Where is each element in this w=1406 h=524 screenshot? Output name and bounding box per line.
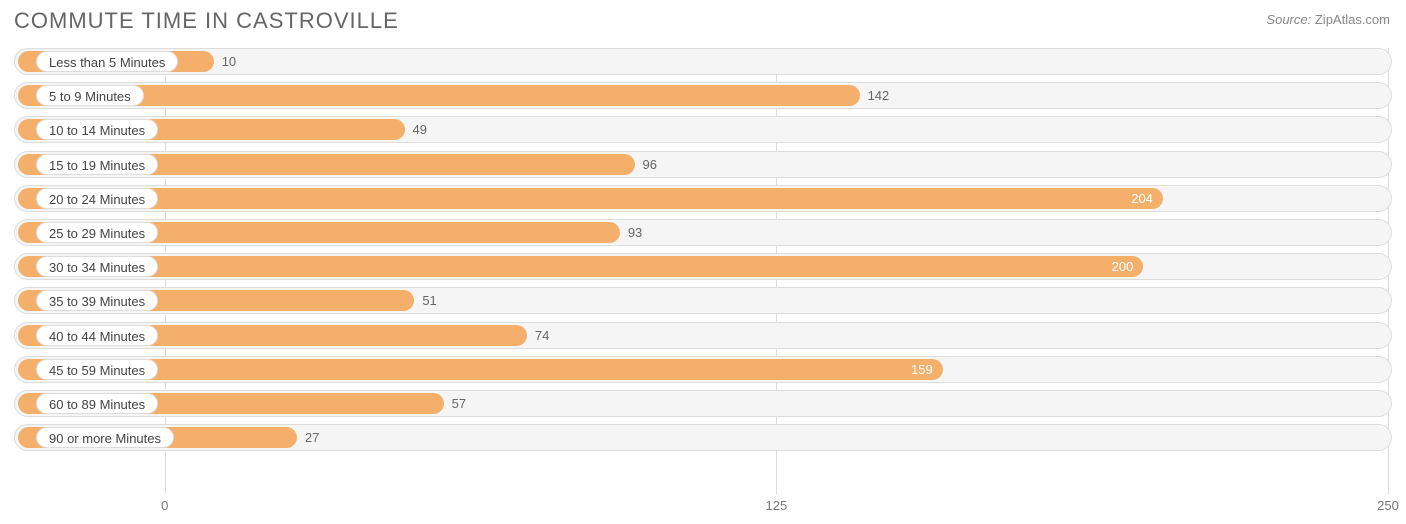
value-label: 49: [413, 116, 427, 143]
category-label: 60 to 89 Minutes: [36, 393, 158, 414]
value-label: 51: [422, 287, 436, 314]
source-label: Source:: [1266, 12, 1311, 27]
bar-row: 60 to 89 Minutes 57: [14, 390, 1392, 417]
value-label: 57: [452, 390, 466, 417]
category-label: 90 or more Minutes: [36, 427, 174, 448]
bar-row: 5 to 9 Minutes 142: [14, 82, 1392, 109]
category-label: 35 to 39 Minutes: [36, 290, 158, 311]
axis-tick: 125: [766, 498, 788, 513]
value-label: 10: [222, 48, 236, 75]
chart-area: Less than 5 Minutes 10 5 to 9 Minutes 142 10…: [14, 48, 1392, 494]
bar-row: 25 to 29 Minutes 93: [14, 219, 1392, 246]
category-label: 25 to 29 Minutes: [36, 222, 158, 243]
source-value: ZipAtlas.com: [1315, 12, 1390, 27]
value-label: 204: [22, 185, 1153, 212]
x-axis: 0125250: [14, 498, 1392, 516]
bar-row: 90 or more Minutes 27: [14, 424, 1392, 451]
bar-row: 45 to 59 Minutes159: [14, 356, 1392, 383]
chart-title: COMMUTE TIME IN CASTROVILLE: [14, 8, 399, 34]
value-label: 96: [643, 151, 657, 178]
category-label: 15 to 19 Minutes: [36, 154, 158, 175]
bar-row: 10 to 14 Minutes 49: [14, 116, 1392, 143]
value-label: 27: [305, 424, 319, 451]
bar-row: 40 to 44 Minutes 74: [14, 322, 1392, 349]
bar-track: [14, 48, 1392, 75]
value-label: 74: [535, 322, 549, 349]
category-label: 10 to 14 Minutes: [36, 119, 158, 140]
category-label: 40 to 44 Minutes: [36, 325, 158, 346]
value-label: 200: [22, 253, 1133, 280]
bar-row: Less than 5 Minutes 10: [14, 48, 1392, 75]
category-label: 5 to 9 Minutes: [36, 85, 144, 106]
bar-row: 35 to 39 Minutes 51: [14, 287, 1392, 314]
bar-row: 20 to 24 Minutes204: [14, 185, 1392, 212]
axis-tick: 0: [161, 498, 168, 513]
axis-tick: 250: [1377, 498, 1399, 513]
bar-row: 15 to 19 Minutes 96: [14, 151, 1392, 178]
value-label: 142: [868, 82, 890, 109]
bar-row: 30 to 34 Minutes200: [14, 253, 1392, 280]
chart-container: COMMUTE TIME IN CASTROVILLE Source: ZipA…: [0, 0, 1406, 524]
value-label: 93: [628, 219, 642, 246]
source-attribution: Source: ZipAtlas.com: [1266, 12, 1390, 27]
value-label: 159: [22, 356, 933, 383]
category-label: Less than 5 Minutes: [36, 51, 178, 72]
bar: [18, 85, 860, 106]
